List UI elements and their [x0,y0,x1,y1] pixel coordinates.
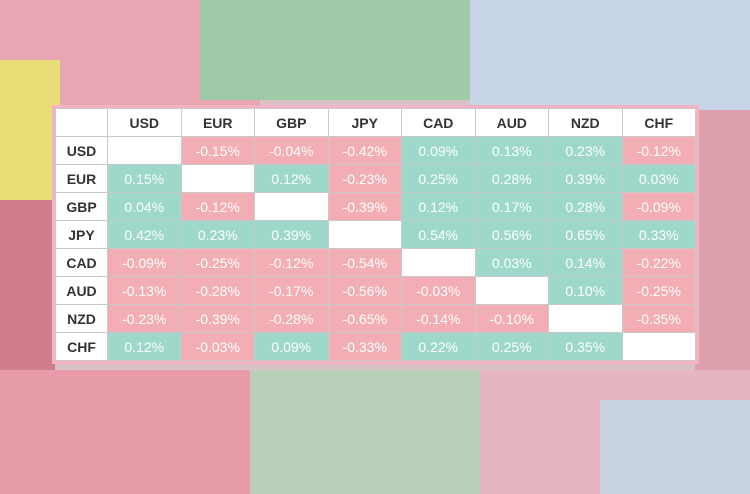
rate-cell: -0.03% [180,332,255,361]
rate-cell: -0.42% [327,136,402,165]
column-header: EUR [180,108,255,137]
column-header: GBP [254,108,329,137]
table-row: USD -0.15% -0.04% -0.42% 0.09% 0.13% 0.23% -0.1… [55,136,696,165]
rate-cell: -0.35% [621,304,696,333]
rate-cell: 0.12% [401,192,476,221]
rate-cell: -0.14% [401,304,476,333]
rate-cell: -0.28% [254,304,329,333]
rate-cell: 0.12% [107,332,182,361]
rate-cell: -0.39% [180,304,255,333]
rate-cell: 0.17% [474,192,549,221]
empty-cell [621,332,696,361]
column-header: CAD [401,108,476,137]
rate-cell: -0.23% [327,164,402,193]
rate-cell: -0.65% [327,304,402,333]
cross-rate-table: USD EUR GBP JPY CAD AUD NZD CHF USD -0.15% -0.04%… [55,108,696,361]
rate-cell: 0.28% [548,192,623,221]
table-row: CAD -0.09% -0.25% -0.12% -0.54% 0.03% 0.14% -0.… [55,248,696,277]
rate-cell: 0.15% [107,164,182,193]
column-header: JPY [327,108,402,137]
rate-cell: -0.12% [180,192,255,221]
rate-cell: -0.09% [107,248,182,277]
rate-cell: 0.14% [548,248,623,277]
rate-cell: -0.23% [107,304,182,333]
rate-cell: 0.10% [548,276,623,305]
header-row: USD EUR GBP JPY CAD AUD NZD CHF [55,108,696,137]
rate-cell: 0.65% [548,220,623,249]
rate-cell: -0.10% [474,304,549,333]
rate-cell: 0.23% [180,220,255,249]
rate-cell: -0.13% [107,276,182,305]
rate-cell: -0.33% [327,332,402,361]
table-body: USD -0.15% -0.04% -0.42% 0.09% 0.13% 0.23% -0.1… [55,136,696,361]
rate-cell: 0.54% [401,220,476,249]
row-header: CAD [55,248,108,277]
empty-cell [107,136,182,165]
rate-cell: 0.39% [254,220,329,249]
rate-cell: 0.22% [401,332,476,361]
rate-cell: -0.25% [180,248,255,277]
rate-cell: -0.17% [254,276,329,305]
rate-cell: -0.25% [621,276,696,305]
empty-cell [401,248,476,277]
rate-cell: -0.12% [621,136,696,165]
empty-cell [180,164,255,193]
column-header: NZD [548,108,623,137]
row-header: GBP [55,192,108,221]
rate-cell: -0.09% [621,192,696,221]
table-row: EUR 0.15% 0.12% -0.23% 0.25% 0.28% 0.39% 0.03% [55,164,696,193]
column-header: USD [107,108,182,137]
rate-cell: 0.12% [254,164,329,193]
row-header: USD [55,136,108,165]
rate-cell: 0.33% [621,220,696,249]
empty-cell [254,192,329,221]
row-header: EUR [55,164,108,193]
rate-cell: 0.09% [254,332,329,361]
rate-cell: 0.25% [474,332,549,361]
rate-cell: 0.39% [548,164,623,193]
rate-cell: -0.39% [327,192,402,221]
rate-cell: 0.28% [474,164,549,193]
rate-cell: 0.25% [401,164,476,193]
table-row: NZD -0.23% -0.39% -0.28% -0.65% -0.14% -0.10% -… [55,304,696,333]
row-header: NZD [55,304,108,333]
table-frame: USD EUR GBP JPY CAD AUD NZD CHF USD -0.15% -0.04%… [52,105,699,364]
rate-cell: 0.35% [548,332,623,361]
row-header: CHF [55,332,108,361]
rate-cell: -0.15% [180,136,255,165]
row-header: AUD [55,276,108,305]
table-row: CHF 0.12% -0.03% 0.09% -0.33% 0.22% 0.25% 0.35% [55,332,696,361]
rate-cell: 0.04% [107,192,182,221]
empty-cell [327,220,402,249]
rate-cell: -0.04% [254,136,329,165]
rate-cell: -0.03% [401,276,476,305]
rate-cell: 0.09% [401,136,476,165]
rate-cell: -0.12% [254,248,329,277]
table-row: AUD -0.13% -0.28% -0.17% -0.56% -0.03% 0.10% -0… [55,276,696,305]
rate-cell: 0.03% [474,248,549,277]
rate-cell: -0.56% [327,276,402,305]
rate-cell: 0.56% [474,220,549,249]
column-header: AUD [474,108,549,137]
row-header: JPY [55,220,108,249]
rate-cell: 0.23% [548,136,623,165]
empty-cell [474,276,549,305]
empty-cell [548,304,623,333]
column-header: CHF [621,108,696,137]
table-row: JPY 0.42% 0.23% 0.39% 0.54% 0.56% 0.65% 0.33% [55,220,696,249]
rate-cell: 0.03% [621,164,696,193]
rate-cell: 0.42% [107,220,182,249]
rate-cell: -0.22% [621,248,696,277]
corner-cell [55,108,108,137]
rate-cell: -0.28% [180,276,255,305]
table-row: GBP 0.04% -0.12% -0.39% 0.12% 0.17% 0.28% -0.09… [55,192,696,221]
rate-cell: 0.13% [474,136,549,165]
rate-cell: -0.54% [327,248,402,277]
